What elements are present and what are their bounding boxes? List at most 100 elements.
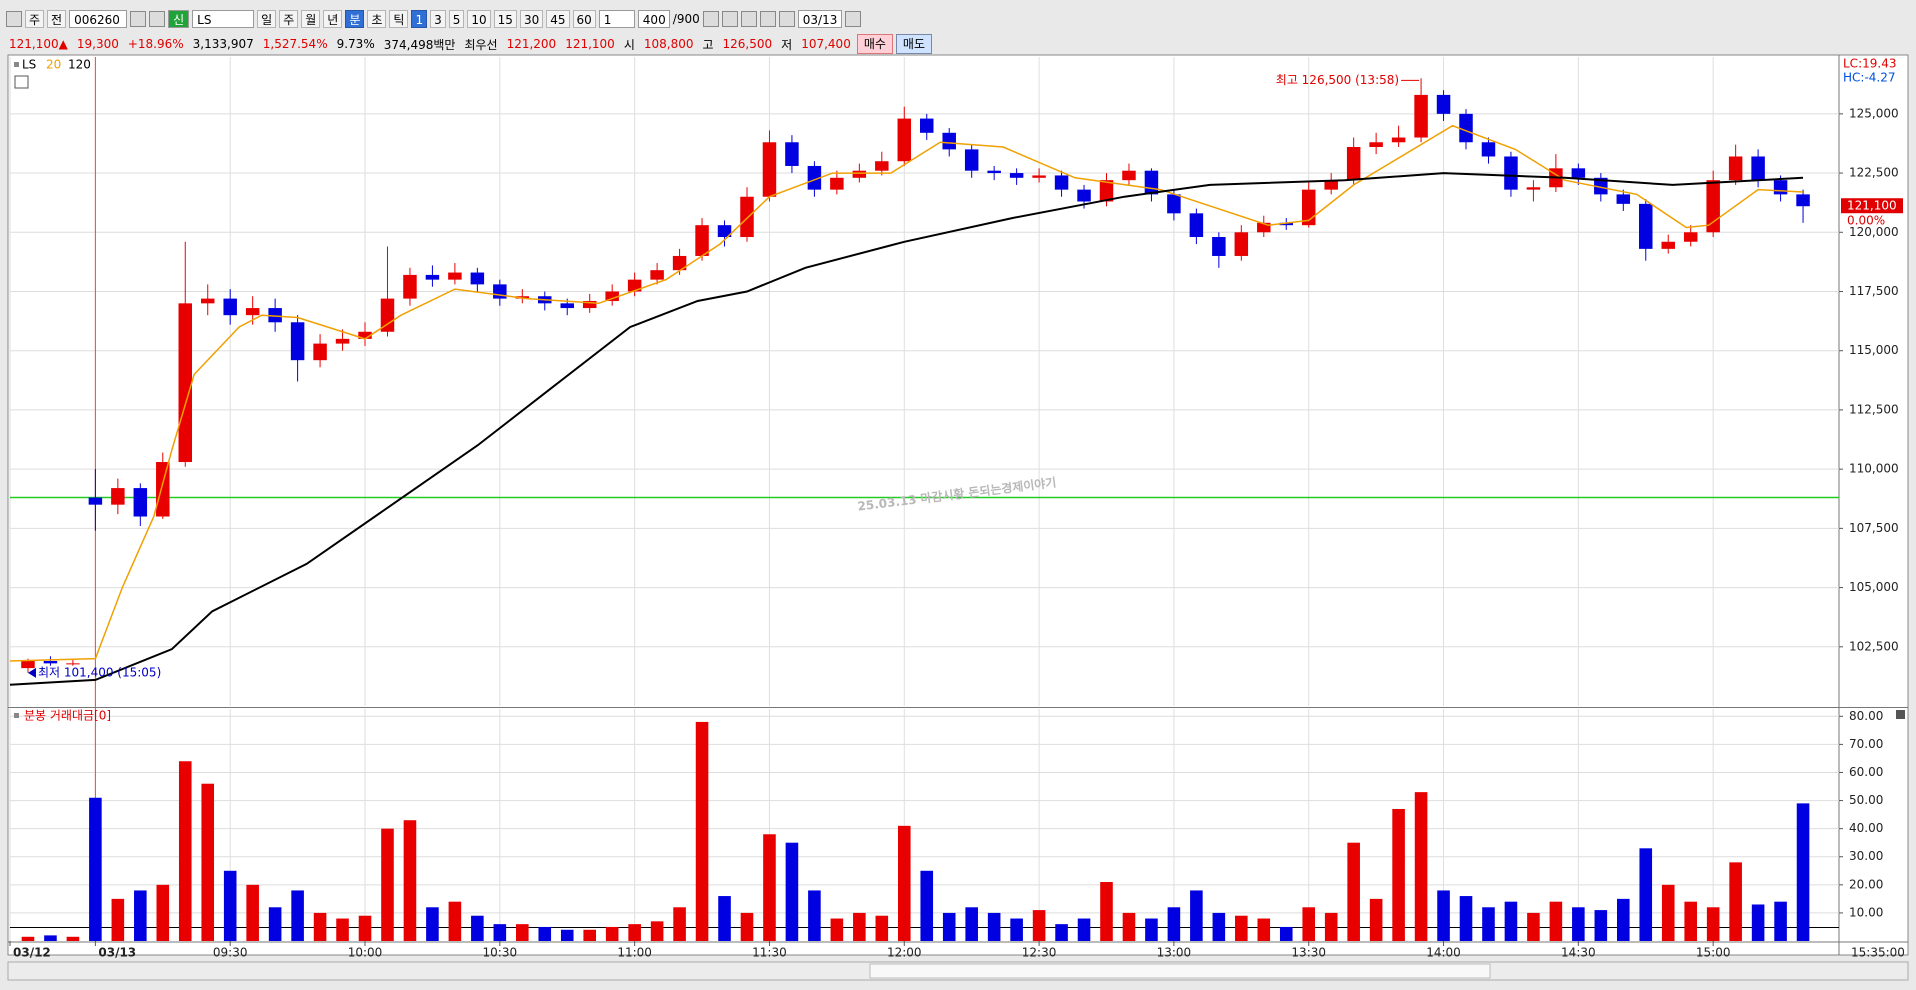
period-button[interactable]: 5 (448, 10, 465, 28)
volume-bar (673, 907, 686, 941)
pane-icon[interactable] (1896, 710, 1905, 719)
volume-bar (1437, 890, 1450, 941)
candle-body (1032, 175, 1046, 178)
volume-bar (223, 870, 237, 941)
volume-bar (1414, 792, 1428, 941)
volume-bar (1324, 912, 1338, 941)
candle-body (313, 343, 327, 361)
interval-button[interactable]: 초 (367, 10, 387, 28)
y-tick-label: 102,500 (1849, 639, 1899, 653)
count-input[interactable]: 400 (637, 10, 670, 28)
quote-item: 19,300 (76, 37, 119, 51)
quote-item: 저 (781, 37, 793, 52)
candle-body (133, 488, 148, 517)
interval-button[interactable]: 분 (345, 10, 365, 28)
period-button[interactable]: 1 (411, 10, 428, 28)
candle-body (740, 196, 754, 238)
candle-body (920, 118, 934, 133)
period-button[interactable]: 3 (430, 10, 446, 28)
interval-button[interactable]: 틱 (389, 10, 409, 28)
interval-button[interactable]: 일 (257, 10, 277, 28)
volume-bar (313, 912, 327, 941)
candle-body (875, 161, 889, 171)
settings-icon[interactable] (759, 11, 776, 27)
y-tick-label: 112,500 (1849, 402, 1899, 416)
period-button[interactable]: 45 (546, 10, 570, 28)
y-tick-label: 70.00 (1849, 737, 1883, 751)
y-tick-label: 122,500 (1849, 166, 1899, 180)
candle-body (1122, 170, 1136, 181)
last-price-label: 121,100 (1847, 199, 1897, 213)
volume-bar (1010, 918, 1023, 941)
volume-bar (471, 915, 484, 941)
period-button[interactable]: 10 (467, 10, 491, 28)
volume-bar (560, 929, 574, 941)
scroll-thumb[interactable] (869, 963, 1491, 979)
candle-body (942, 132, 956, 150)
quote-bar: 121,100▲ 19,300 +18.96% 3,133,907 1,527.54% 9… (6, 33, 933, 55)
market-select[interactable]: 주 (25, 10, 45, 28)
save-icon[interactable] (740, 11, 757, 27)
buy-button[interactable]: 매수 (856, 34, 893, 54)
period-button[interactable]: 30 (519, 10, 544, 28)
sell-button[interactable]: 매도 (895, 34, 933, 54)
volume-bar (1504, 901, 1518, 941)
candle-body (156, 462, 170, 517)
annotation: 최고 126,500 (13:58) (1276, 73, 1399, 87)
quote-item: 최우선 (464, 37, 498, 52)
x-tick-label: 12:00 (887, 946, 922, 960)
volume-bar (965, 907, 978, 941)
candle-body (695, 225, 709, 256)
candle-body (1526, 187, 1541, 190)
candle-body (785, 142, 799, 166)
volume-bar (426, 907, 439, 941)
x-tick-label: 10:30 (483, 946, 518, 960)
volume-bar (763, 834, 776, 941)
board-button[interactable]: 전 (47, 10, 67, 28)
volume-bar (897, 825, 911, 941)
volume-bar (1661, 884, 1675, 941)
volume-bar (381, 828, 394, 941)
multiplier-select[interactable]: 1 (598, 10, 635, 28)
candle-body (290, 322, 305, 361)
sound-icon[interactable] (149, 11, 166, 27)
hc-label: HC:-4.27 (1843, 71, 1896, 85)
volume-bar (246, 884, 259, 941)
volume-bar (493, 924, 507, 941)
period-button[interactable]: 15 (493, 10, 517, 28)
period-button[interactable]: 60 (572, 10, 596, 28)
volume-bar (134, 890, 147, 941)
interval-button[interactable]: 월 (301, 10, 321, 28)
x-tick-label: 03/13 (98, 946, 136, 960)
volume-bar (1369, 898, 1383, 941)
code-input[interactable]: 006260 (69, 10, 128, 28)
candle-body (1054, 175, 1069, 190)
legend-icon[interactable] (14, 75, 29, 89)
y-tick-label: 120,000 (1849, 225, 1899, 239)
checkbox[interactable] (778, 11, 795, 27)
calendar-icon[interactable] (845, 11, 862, 27)
ma-line (9, 172, 1804, 686)
volume-bar (1706, 907, 1720, 941)
volume-bar (89, 797, 102, 941)
candle-body (335, 338, 350, 344)
candle-body (987, 170, 1001, 174)
interval-button[interactable]: 년 (323, 10, 343, 28)
candle-body (672, 255, 687, 271)
y-tick-label: 20.00 (1849, 877, 1883, 891)
window-icon[interactable] (6, 11, 22, 27)
name-input[interactable]: LS (192, 10, 255, 28)
x-tick-label: 14:00 (1426, 946, 1461, 960)
tool-icon[interactable] (702, 11, 719, 27)
volume-bar (628, 924, 641, 941)
date-input[interactable]: 03/13 (797, 10, 843, 28)
volume-bar (44, 935, 57, 941)
x-tick-label: 13:30 (1291, 946, 1326, 960)
candle-body (1751, 156, 1765, 181)
x-end-label: 15:35:00 (1851, 946, 1905, 960)
search-icon[interactable] (130, 11, 147, 27)
interval-button[interactable]: 주 (279, 10, 299, 28)
tool-icon[interactable] (721, 11, 738, 27)
candle-body (1571, 168, 1586, 178)
